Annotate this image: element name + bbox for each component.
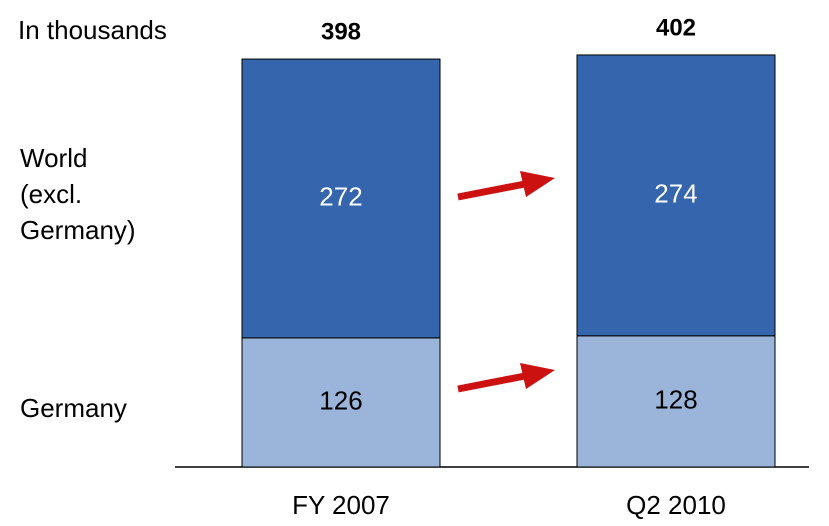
x-tick-label: Q2 2010 <box>626 490 726 520</box>
data-label: 128 <box>654 384 697 414</box>
legend-label: Germany <box>20 393 127 423</box>
bar-segment <box>576 54 776 337</box>
chart-subtitle: In thousands <box>18 15 167 45</box>
data-label: 126 <box>319 385 362 415</box>
bar-segment <box>241 58 441 339</box>
total-label: 402 <box>656 14 696 41</box>
data-label: 272 <box>319 181 362 211</box>
arrow <box>457 363 555 393</box>
legend-label: World (excl. Germany) <box>20 143 136 245</box>
arrow <box>457 171 555 201</box>
x-tick-label: FY 2007 <box>292 490 390 520</box>
bar-segment <box>241 337 441 468</box>
bar-segment <box>576 335 776 468</box>
data-label: 274 <box>654 178 697 208</box>
total-label: 398 <box>321 18 361 45</box>
